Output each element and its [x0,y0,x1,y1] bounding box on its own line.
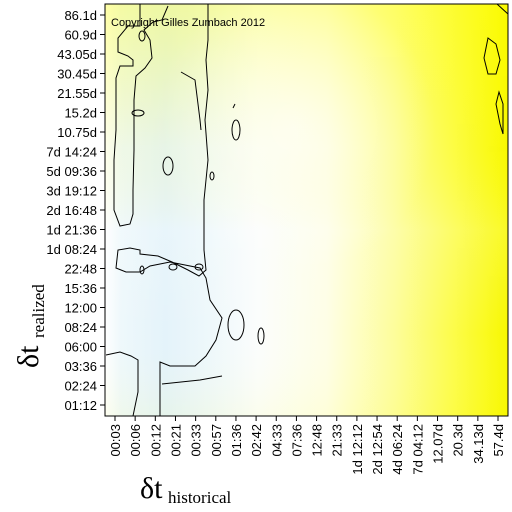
x-tick-label: 1d 12:12 [350,424,365,475]
contour-corner [496,3,509,15]
x-tick-label: 2d 12:54 [370,424,385,475]
y-tick-label: 30.45d [57,67,97,82]
y-tick-label: 08:24 [64,320,97,335]
contour-island [483,37,501,75]
contour-island [257,327,265,345]
x-axis-label-symbol: δt [140,472,163,505]
y-tick-label: 12:00 [64,301,97,316]
contour-island [138,30,146,42]
contour-island [139,265,145,275]
y-axis-ticks: 01:12 02:24 03:36 06:00 08:24 12:00 15:36 22:48… [46,8,105,413]
x-tick-label: 7d 04:12 [410,424,425,475]
x-tick-label: 12.07d [431,424,446,464]
y-tick-label: 86.1d [64,8,97,23]
x-tick-label: 4d 06:24 [390,424,405,475]
x-tick-label: 01:36 [229,424,244,457]
y-axis-label-subscript: realized [29,284,48,338]
contour-lines [105,3,509,417]
x-axis-label-subscript: historical [168,488,232,507]
x-tick-label: 00:57 [209,424,224,457]
x-tick-label: 00:12 [148,424,163,457]
contour-island [227,309,245,341]
y-tick-label: 1d 08:24 [46,242,97,257]
x-tick-label: 00:03 [108,424,123,457]
y-tick-label: 06:00 [64,340,97,355]
y-tick-label: 43.05d [57,47,97,62]
contour-island [231,119,241,141]
y-tick-label: 03:36 [64,359,97,374]
y-tick-label: 1d 21:36 [46,223,97,238]
y-axis-label: δt realized [12,284,48,368]
contour-island [168,263,178,271]
y-axis-label-symbol: δt [12,345,45,368]
copyright-annotation: Copyright Gilles Zumbach 2012 [111,17,265,29]
contour-island [131,109,145,117]
x-tick-label: 34.13d [471,424,486,464]
y-tick-label: 15:36 [64,281,97,296]
x-tick-label: 04:33 [269,424,284,457]
x-axis-ticks: 00:03 00:06 00:12 00:21 00:33 00:57 01:36 02:42… [108,416,506,475]
contour-tail [161,375,223,385]
contour-main-band [113,4,169,227]
x-tick-label: 57.4d [491,424,506,457]
contour-island [232,103,236,109]
x-tick-label: 07:36 [289,424,304,457]
y-tick-label: 01:12 [64,398,97,413]
contour-right-band [115,4,223,416]
heatmap-field-highlight [105,4,508,416]
x-tick-label: 00:06 [128,424,143,457]
y-tick-label: 5d 09:36 [46,164,97,179]
plot-area: Copyright Gilles Zumbach 2012 [104,3,509,417]
y-tick-label: 7d 14:24 [46,145,97,160]
x-tick-label: 00:21 [168,424,183,457]
contour-island [495,90,504,135]
x-tick-label: 02:42 [249,424,264,457]
x-tick-label: 20.3d [451,424,466,457]
y-tick-label: 21.55d [57,86,97,101]
y-tick-label: 22:48 [64,262,97,277]
y-tick-label: 60.9d [64,28,97,43]
y-tick-label: 3d 19:12 [46,184,97,199]
y-tick-label: 15.2d [64,106,97,121]
y-tick-label: 2d 16:48 [46,203,97,218]
contour-island [194,263,204,271]
contour-island [209,171,215,181]
contour-left-lower [105,351,139,417]
x-axis-label: δt historical [140,472,232,507]
contour-island [162,156,174,176]
x-tick-label: 21:33 [330,424,345,457]
x-tick-label: 12:48 [310,424,325,457]
y-tick-label: 10.75d [57,125,97,140]
contour-hook [180,71,202,131]
y-tick-label: 02:24 [64,379,97,394]
x-tick-label: 00:33 [189,424,204,457]
